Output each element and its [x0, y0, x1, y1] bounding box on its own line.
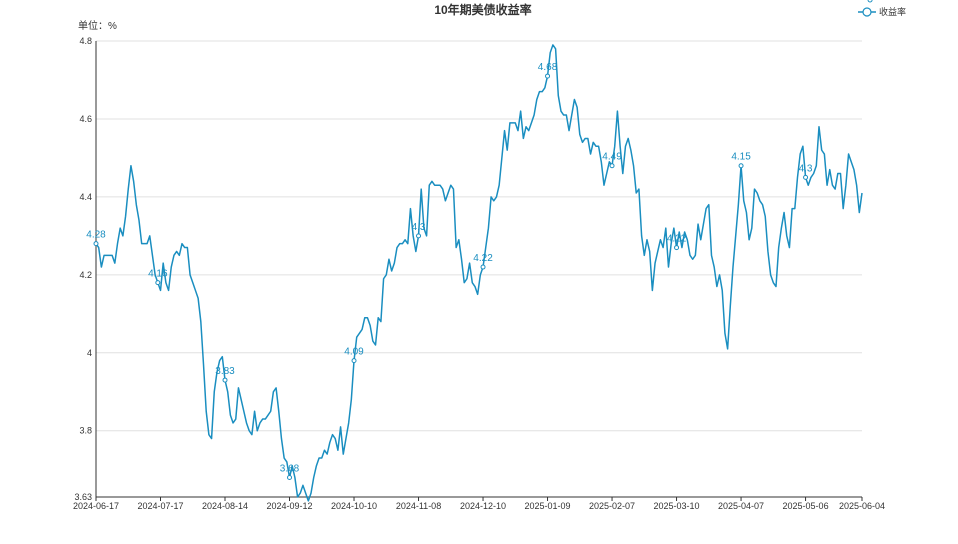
series-line: [95, 44, 863, 502]
x-tick-label: 2024-11-08: [396, 501, 441, 511]
data-point: [351, 358, 357, 364]
x-tick-label: 2025-02-07: [589, 501, 635, 511]
data-point: [155, 280, 161, 286]
data-label: 4.3: [412, 222, 426, 233]
x-tick-label: 2024-12-10: [460, 501, 506, 511]
x-tick-label: 2025-04-07: [718, 501, 764, 511]
x-tick-label: 2025-03-10: [654, 501, 700, 511]
data-point: [803, 174, 809, 180]
legend-label: 收益率: [879, 6, 906, 17]
legend[interactable]: 收益率: [858, 6, 906, 17]
x-tick-label: 2024-09-12: [266, 501, 312, 511]
y-tick-label: 4.8: [79, 36, 92, 46]
x-tick-label: 2025-05-06: [783, 501, 829, 511]
data-point: [480, 264, 486, 270]
x-tick-label: 2025-01-09: [525, 501, 571, 511]
y-tick-label: 4.2: [79, 270, 92, 280]
data-point: [416, 233, 422, 239]
y-tick-label: 4.6: [79, 114, 92, 124]
data-label: 3.68: [280, 464, 300, 475]
legend-circle-icon: [862, 7, 872, 17]
data-point: [609, 163, 615, 169]
x-tick-label: 2024-06-17: [73, 501, 119, 511]
data-label: 4.22: [667, 234, 687, 245]
y-tick-label: 4: [87, 348, 92, 358]
data-point: [738, 163, 744, 169]
data-point: [93, 241, 99, 247]
grid: [96, 40, 862, 498]
data-label: 4.68: [538, 62, 558, 73]
series: [93, 0, 873, 502]
data-label: 4.3: [799, 163, 813, 174]
data-point: [674, 245, 680, 251]
data-label: 4.28: [86, 230, 106, 241]
x-tick-label: 2024-07-17: [137, 501, 183, 511]
x-tick-label: 2024-10-10: [331, 501, 377, 511]
chart-title: 10年期美债收益率: [434, 2, 531, 17]
data-point: [545, 73, 551, 79]
y-tick-label: 3.63: [74, 492, 92, 502]
data-label: 4.15: [731, 152, 751, 163]
data-labels: 4.28 4.16 3.83 3.68 4.09 4.3 4.22 4.68 4.49 4.22 4…: [86, 0, 880, 475]
data-point: [867, 0, 873, 3]
y-tick-label: 3.8: [79, 426, 92, 436]
y-tick-label: 4.4: [79, 192, 92, 202]
data-point: [287, 475, 293, 481]
data-label: 4.16: [148, 269, 168, 280]
x-tick-label: 2025-06-04: [839, 501, 885, 511]
data-point: [222, 377, 228, 383]
data-label: 4.09: [344, 347, 364, 358]
x-tick-label: 2024-08-14: [202, 501, 248, 511]
data-label: 4.22: [473, 253, 493, 264]
data-label: 4.37: [860, 0, 880, 3]
unit-label: 单位：%: [78, 19, 117, 32]
data-label: 4.49: [602, 152, 622, 163]
data-label: 3.83: [215, 366, 235, 377]
